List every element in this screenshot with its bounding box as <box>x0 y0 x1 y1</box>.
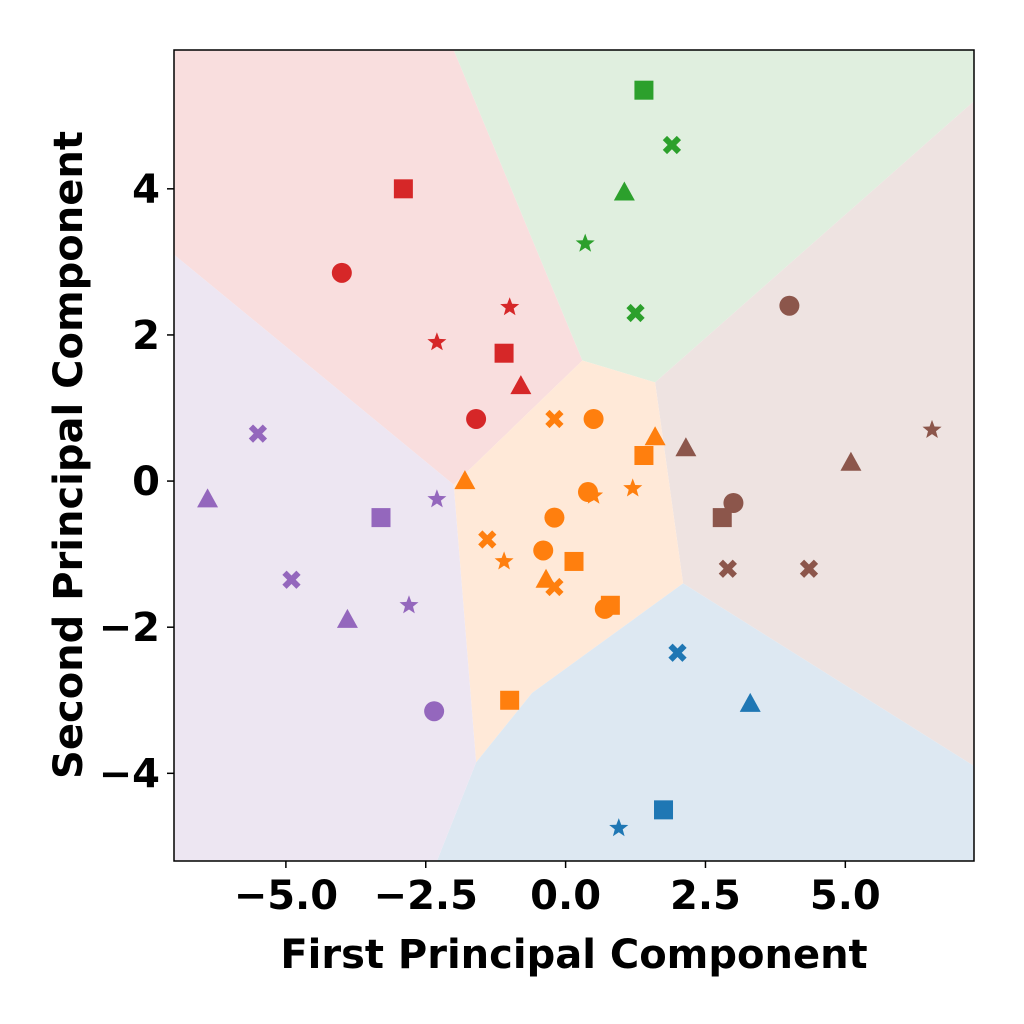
x-axis-label: First Principal Component <box>280 932 867 978</box>
region-4 <box>436 583 974 861</box>
data-point-0-4 <box>494 343 514 363</box>
data-point-2-4 <box>723 492 744 513</box>
y-tick-label-4: 4 <box>132 167 160 213</box>
data-point-5-2 <box>654 800 674 820</box>
data-point-4-0 <box>248 424 268 443</box>
x-tick-label-1: −2.5 <box>374 873 478 919</box>
decision-regions <box>174 50 974 862</box>
data-point-2-6 <box>718 559 737 578</box>
region-2 <box>655 101 974 767</box>
data-point-0-2 <box>500 297 520 316</box>
y-axis-label: Second Principal Component <box>46 131 92 779</box>
data-points <box>197 80 942 837</box>
data-point-1-2 <box>613 181 635 201</box>
data-point-2-3 <box>840 451 862 471</box>
data-point-1-3 <box>575 233 595 252</box>
data-point-3-17 <box>500 690 520 710</box>
data-point-5-0 <box>668 643 687 662</box>
data-point-0-0 <box>393 179 413 199</box>
y-tick-label-2: 0 <box>132 459 160 505</box>
region-5 <box>174 254 477 862</box>
data-point-2-5 <box>712 508 732 528</box>
data-point-4-7 <box>424 701 445 722</box>
data-point-4-2 <box>427 489 447 508</box>
data-point-0-5 <box>510 375 532 395</box>
data-point-2-1 <box>922 419 942 438</box>
x-tick-label-4: 5.0 <box>810 873 881 919</box>
data-point-4-4 <box>282 570 301 589</box>
data-point-4-5 <box>399 595 419 614</box>
data-point-3-4 <box>454 470 476 490</box>
data-point-3-7 <box>584 485 604 504</box>
data-point-4-3 <box>371 508 391 528</box>
data-point-2-0 <box>779 295 800 316</box>
data-point-3-12 <box>564 551 584 571</box>
data-point-1-4 <box>626 303 645 323</box>
data-point-3-3 <box>634 446 654 465</box>
y-axis-ticks: −4 −2 0 2 4 <box>99 167 174 797</box>
data-point-3-9 <box>478 530 497 549</box>
data-point-3-11 <box>494 551 514 570</box>
data-point-3-1 <box>583 408 604 429</box>
y-tick-label-1: −2 <box>99 605 160 651</box>
data-point-4-1 <box>197 488 219 508</box>
region-1 <box>453 50 974 383</box>
data-point-0-3 <box>427 332 447 351</box>
data-point-3-14 <box>545 577 564 597</box>
data-point-0-6 <box>466 408 487 429</box>
data-point-2-2 <box>675 437 697 457</box>
data-point-3-0 <box>545 409 564 429</box>
data-point-3-5 <box>623 478 643 497</box>
data-point-3-8 <box>544 507 565 528</box>
data-point-1-0 <box>634 80 654 100</box>
plot-frame <box>173 49 975 862</box>
data-point-4-6 <box>336 608 358 628</box>
data-point-2-7 <box>799 559 819 578</box>
data-point-3-16 <box>594 598 615 619</box>
x-axis-ticks: −5.0 −2.5 0.0 2.5 5.0 <box>234 861 881 919</box>
x-tick-label-0: −5.0 <box>234 873 338 919</box>
data-point-5-3 <box>609 818 629 837</box>
data-point-3-2 <box>644 426 666 446</box>
data-point-3-10 <box>533 540 554 561</box>
y-tick-label-3: 2 <box>132 313 160 359</box>
data-point-5-1 <box>739 692 761 712</box>
x-tick-label-2: 0.0 <box>530 873 601 919</box>
region-0 <box>174 50 583 485</box>
y-tick-label-0: −4 <box>99 751 160 797</box>
data-point-0-1 <box>331 262 352 283</box>
x-tick-label-3: 2.5 <box>670 873 741 919</box>
data-point-1-1 <box>662 135 682 155</box>
